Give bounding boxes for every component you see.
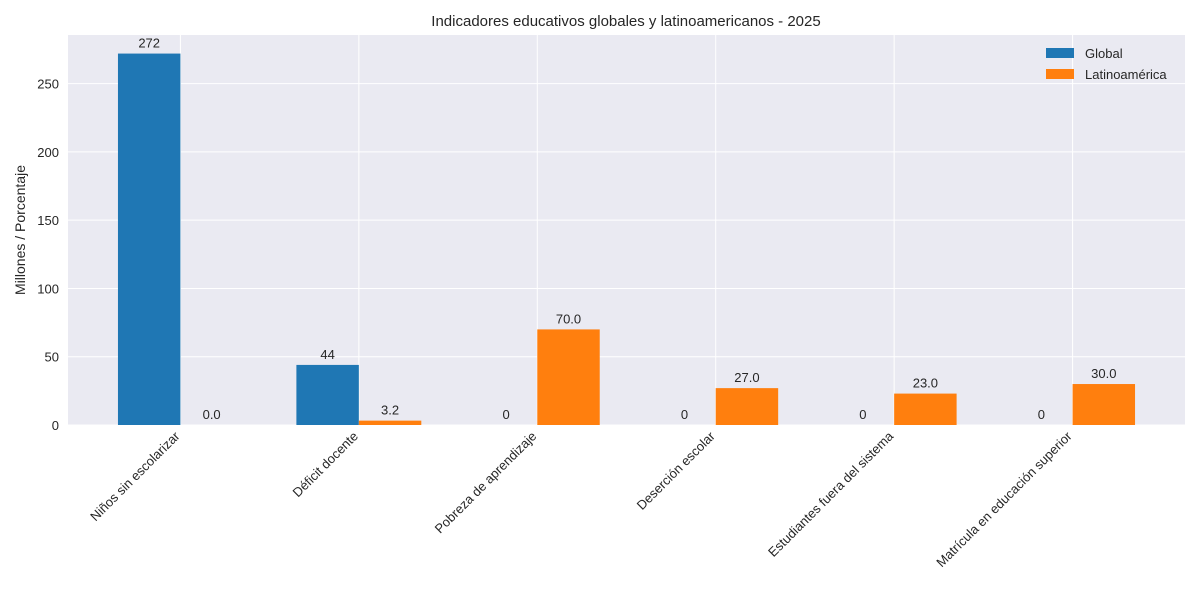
legend-swatch xyxy=(1046,48,1074,58)
y-tick-label: 100 xyxy=(37,281,59,296)
legend-label: Global xyxy=(1085,46,1123,61)
bar-value-label: 27.0 xyxy=(734,370,759,385)
bar-value-label: 0 xyxy=(1038,407,1045,422)
legend: Global Latinoamérica xyxy=(1046,46,1167,82)
bar-value-label: 0 xyxy=(859,407,866,422)
chart-title: Indicadores educativos globales y latino… xyxy=(431,13,820,30)
x-tick-label: Deserción escolar xyxy=(634,428,719,513)
bar-value-label: 44 xyxy=(320,347,334,362)
legend-label: Latinoamérica xyxy=(1085,67,1167,82)
bar-value-label: 272 xyxy=(138,36,160,51)
x-tick-label: Estudiantes fuera del sistema xyxy=(765,428,897,560)
plot-area xyxy=(68,35,1185,425)
bar-value-label: 3.2 xyxy=(381,403,399,418)
bar-global xyxy=(117,53,181,425)
bar-latinoamerica xyxy=(1072,384,1136,425)
x-tick-label: Pobreza de aprendizaje xyxy=(432,429,540,537)
x-tick-label: Niños sin escolarizar xyxy=(87,428,183,524)
bar-value-label: 70.0 xyxy=(556,311,581,326)
y-axis-label: Millones / Porcentaje xyxy=(12,165,28,295)
legend-swatch xyxy=(1046,69,1074,79)
bar-latinoamerica xyxy=(358,420,422,425)
x-tick-label: Matrícula en educación superior xyxy=(933,428,1075,570)
bar-value-label: 0 xyxy=(681,407,688,422)
x-tick-label: Déficit docente xyxy=(290,429,361,500)
y-tick-label: 50 xyxy=(45,350,59,365)
y-tick-label: 0 xyxy=(52,418,59,433)
bar-latinoamerica xyxy=(537,329,600,425)
bar-latinoamerica xyxy=(715,388,779,425)
bar-latinoamerica xyxy=(894,393,957,425)
y-tick-label: 250 xyxy=(37,77,59,92)
bar-value-label: 30.0 xyxy=(1091,366,1116,381)
bar-value-label: 0 xyxy=(502,407,509,422)
y-tick-label: 200 xyxy=(37,145,59,160)
bar-value-label: 23.0 xyxy=(913,376,938,391)
bar-global xyxy=(296,364,359,425)
y-tick-label: 150 xyxy=(37,213,59,228)
bar-value-label: 0.0 xyxy=(203,407,221,422)
